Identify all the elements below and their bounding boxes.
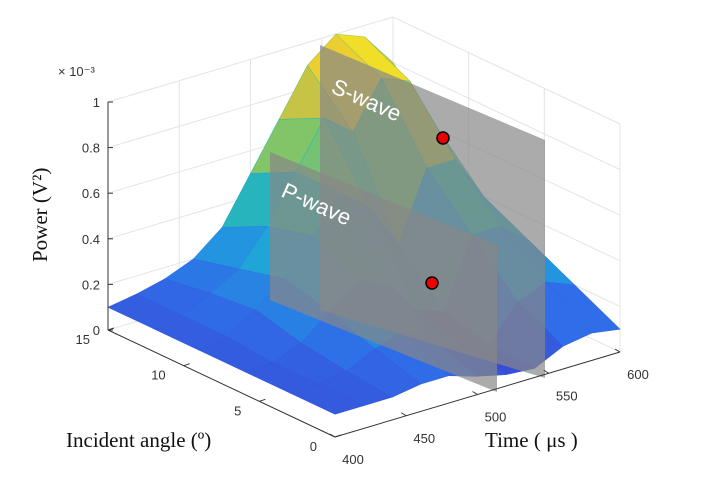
x-tick — [400, 412, 407, 417]
z-tick-label: 0.4 — [82, 232, 100, 247]
s-wave-peak-marker — [436, 131, 450, 145]
surface-patch — [288, 383, 365, 415]
x-tick — [614, 348, 621, 353]
z-tick-label: 0.6 — [82, 186, 100, 201]
x-tick-label: 450 — [413, 431, 435, 446]
x-tick-label: 500 — [485, 410, 507, 425]
x-tick-label: 550 — [556, 388, 578, 403]
x-tick-label: 600 — [627, 367, 649, 382]
y-axis-line — [107, 329, 336, 438]
z-exponent-label: × 10⁻³ — [58, 64, 96, 79]
y-tick-label: 15 — [76, 332, 90, 347]
x-tick — [329, 433, 336, 438]
z-tick-label: 0.8 — [82, 141, 100, 156]
z-tick-label: 0 — [93, 323, 100, 338]
x-tick — [543, 369, 550, 374]
y-tick — [334, 434, 342, 438]
y-tick-label: 5 — [234, 403, 241, 418]
p-wave-peak-marker — [425, 276, 439, 290]
z-axis-label: Power (V²) — [28, 168, 52, 262]
y-tick-label: 0 — [310, 439, 317, 454]
z-tick-label: 1 — [93, 95, 100, 110]
x-axis-label: Time ( μs ) — [485, 428, 578, 452]
y-tick — [183, 363, 190, 367]
p-wave-plane — [270, 152, 497, 392]
x-tick-label: 400 — [342, 452, 364, 467]
y-tick — [259, 398, 266, 402]
x-tick — [472, 391, 478, 395]
z-tick-label: 0.2 — [82, 277, 100, 292]
y-tick-label: 10 — [151, 368, 165, 383]
y-axis-label: Incident angle (º) — [66, 428, 211, 452]
